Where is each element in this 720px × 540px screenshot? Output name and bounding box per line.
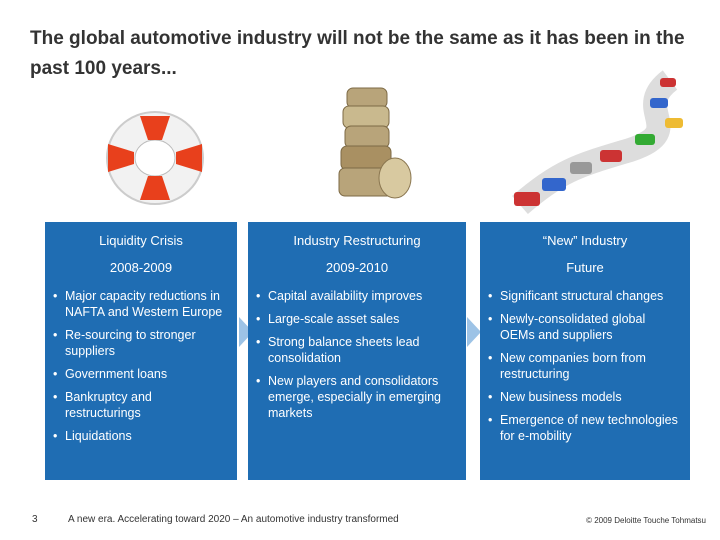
copyright: © 2009 Deloitte Touche Tohmatsu bbox=[586, 516, 706, 525]
column-heading: Liquidity Crisis bbox=[99, 233, 183, 248]
bullet-item: Significant structural changes bbox=[488, 288, 680, 304]
arrow bbox=[239, 317, 253, 347]
bullet-item: Bankruptcy and restructurings bbox=[53, 389, 227, 421]
coins-image bbox=[338, 87, 412, 199]
bullet-item: Capital availability improves bbox=[256, 288, 456, 304]
bullet-item: Major capacity reductions in NAFTA and W… bbox=[53, 288, 227, 320]
bullet-item: Newly-consolidated global OEMs and suppl… bbox=[488, 311, 680, 343]
footer-source: A new era. Accelerating toward 2020 – An… bbox=[68, 514, 399, 525]
cars-image bbox=[512, 70, 683, 215]
bullet-item: Emergence of new technologies for e-mobi… bbox=[488, 412, 680, 444]
column-panel: Industry Restructuring 2009-2010 Capital a… bbox=[248, 222, 466, 480]
column-period: 2009-2010 bbox=[325, 260, 389, 275]
bullet-item: New players and consolidators emerge, es… bbox=[256, 373, 456, 421]
bullet-list: Major capacity reductions in NAFTA and W… bbox=[53, 288, 227, 451]
bullet-item: Liquidations bbox=[53, 428, 227, 444]
bullet-item: Government loans bbox=[53, 366, 227, 382]
column-heading: “New” Industry bbox=[542, 233, 628, 248]
column-period: 2008-2009 bbox=[109, 260, 173, 275]
arrow bbox=[467, 317, 481, 347]
bullet-item: New business models bbox=[488, 389, 680, 405]
column-period: Future bbox=[566, 260, 604, 275]
bullet-item: Re-sourcing to stronger suppliers bbox=[53, 327, 227, 359]
bullet-list: Significant structural changes Newly-cons… bbox=[488, 288, 680, 451]
column-panel: Liquidity Crisis 2008-2009 Major capacity … bbox=[45, 222, 237, 480]
column-panel: “New” Industry Future Significant structur… bbox=[480, 222, 690, 480]
column-heading: Industry Restructuring bbox=[293, 233, 421, 248]
bullet-item: New companies born from restructuring bbox=[488, 350, 680, 382]
page-number: 3 bbox=[32, 514, 38, 525]
slide-title: The global automotive industry will not … bbox=[30, 28, 685, 79]
bullet-item: Strong balance sheets lead consolidation bbox=[256, 334, 456, 366]
bullet-list: Capital availability improves Large-scale… bbox=[256, 288, 456, 428]
bullet-item: Large-scale asset sales bbox=[256, 311, 456, 327]
lifebuoy-image bbox=[106, 111, 204, 205]
